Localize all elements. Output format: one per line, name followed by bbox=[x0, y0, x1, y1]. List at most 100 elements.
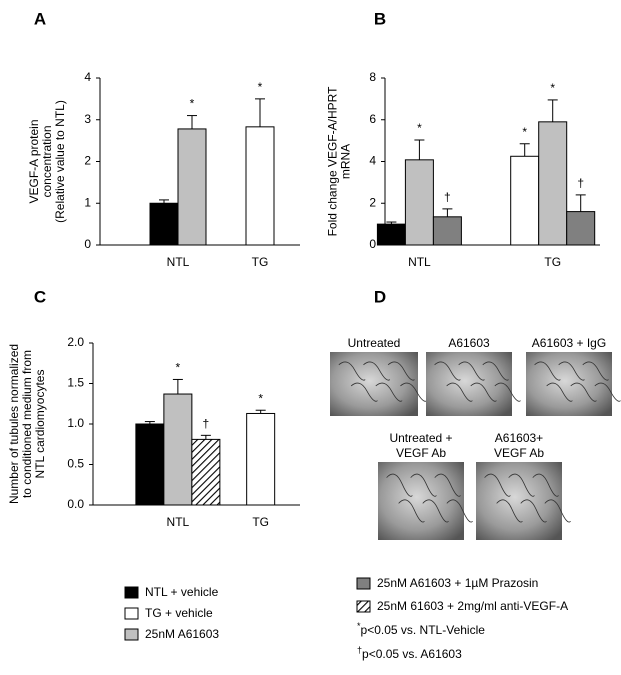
legend-label: 25nM A61603 bbox=[145, 627, 219, 641]
bar bbox=[246, 412, 276, 506]
image-caption: VEGF Ab bbox=[494, 446, 544, 460]
vessel-network bbox=[422, 499, 449, 523]
vessel-network bbox=[338, 361, 366, 381]
x-tick-label: TG bbox=[252, 515, 269, 529]
vessel-network bbox=[546, 382, 573, 402]
vessel-network bbox=[386, 473, 413, 497]
vessel-network bbox=[446, 382, 473, 402]
x-tick-label: NTL bbox=[167, 515, 190, 529]
vessel-network bbox=[544, 499, 571, 523]
vessel-network bbox=[387, 361, 415, 381]
vessel-network bbox=[520, 499, 547, 523]
significance-mark: * bbox=[522, 125, 527, 139]
vessel-network bbox=[458, 361, 485, 381]
y-axis-label: NTL cardiomyocytes bbox=[33, 370, 47, 479]
vessel-network bbox=[532, 473, 559, 497]
micrograph bbox=[526, 352, 612, 416]
legend-swatch bbox=[124, 607, 139, 620]
vessel-network bbox=[558, 361, 585, 381]
y-axis-label: (Relative value to NTL) bbox=[53, 100, 67, 223]
bar bbox=[191, 438, 221, 506]
vessel-network bbox=[534, 361, 561, 381]
vessel-network bbox=[508, 473, 535, 497]
error-bar bbox=[159, 199, 169, 204]
footnote: †p<0.05 vs. A61603 bbox=[357, 645, 462, 661]
significance-mark: * bbox=[190, 97, 195, 111]
y-tick-label: 3 bbox=[84, 112, 91, 126]
y-tick-label: 8 bbox=[369, 70, 376, 84]
bar bbox=[163, 393, 193, 506]
y-axis-label: mRNA bbox=[339, 144, 353, 179]
significance-mark: * bbox=[176, 361, 181, 375]
significance-mark: † bbox=[577, 176, 584, 190]
footnote-text: p<0.05 vs. NTL-Vehicle bbox=[361, 623, 486, 637]
legend-swatch bbox=[124, 586, 139, 599]
footnote-symbol: * bbox=[357, 621, 361, 631]
vessel-network bbox=[582, 361, 609, 381]
significance-mark: * bbox=[550, 81, 555, 95]
image-caption: VEGF Ab bbox=[396, 446, 446, 460]
y-tick-label: 1.5 bbox=[67, 376, 84, 390]
legend-label: NTL + vehicle bbox=[145, 585, 219, 599]
y-tick-label: 2.0 bbox=[67, 335, 84, 349]
panel-letter: C bbox=[34, 287, 46, 306]
image-caption: A61603 bbox=[448, 336, 490, 350]
error-bar bbox=[200, 434, 211, 440]
vessel-network bbox=[570, 382, 597, 402]
error-bar bbox=[575, 194, 586, 212]
y-axis-label: concentration bbox=[40, 125, 54, 197]
panel-letter: A bbox=[34, 9, 46, 28]
y-tick-label: 0.0 bbox=[67, 497, 84, 511]
bar bbox=[245, 126, 275, 246]
image-caption: Untreated + bbox=[389, 431, 452, 445]
vessel-network bbox=[594, 382, 621, 402]
bar bbox=[566, 211, 596, 246]
vessel-network bbox=[470, 382, 497, 402]
legend-label: 25nM 61603 + 2mg/ml anti-VEGF-A bbox=[377, 599, 568, 613]
error-bar bbox=[172, 378, 183, 395]
y-tick-label: 0 bbox=[84, 237, 91, 251]
bar bbox=[510, 155, 540, 246]
vessel-network bbox=[398, 499, 425, 523]
micrograph bbox=[426, 352, 512, 416]
vessel-network bbox=[400, 382, 428, 402]
error-bar bbox=[442, 208, 453, 217]
error-bar bbox=[255, 409, 266, 414]
panel-letter: D bbox=[374, 287, 386, 306]
error-bar bbox=[547, 99, 558, 122]
significance-mark: * bbox=[417, 121, 422, 135]
image-caption: A61603+ bbox=[495, 431, 543, 445]
bar bbox=[538, 121, 568, 246]
vessel-network bbox=[410, 473, 437, 497]
y-axis-label: to conditioned medium from bbox=[20, 350, 34, 498]
image-caption: Untreated bbox=[348, 336, 401, 350]
bar bbox=[135, 423, 165, 506]
legend-swatch bbox=[356, 577, 371, 590]
vessel-network bbox=[484, 473, 511, 497]
error-bar bbox=[187, 115, 197, 129]
x-tick-label: NTL bbox=[408, 255, 431, 269]
y-tick-label: 4 bbox=[84, 70, 91, 84]
micrograph bbox=[476, 462, 562, 540]
x-tick-label: TG bbox=[252, 255, 269, 269]
image-caption: A61603 + IgG bbox=[532, 336, 606, 350]
bar bbox=[177, 128, 207, 246]
error-bar bbox=[386, 221, 397, 225]
vessel-network bbox=[496, 499, 523, 523]
y-tick-label: 1 bbox=[84, 195, 91, 209]
error-bar bbox=[519, 143, 530, 157]
vessel-network bbox=[434, 361, 461, 381]
error-bar bbox=[144, 421, 155, 424]
bar bbox=[376, 223, 406, 246]
micrograph bbox=[330, 352, 418, 416]
footnote: *p<0.05 vs. NTL-Vehicle bbox=[357, 621, 485, 637]
footnote-symbol: † bbox=[357, 645, 362, 655]
legend-label: TG + vehicle bbox=[145, 606, 213, 620]
y-tick-label: 6 bbox=[369, 112, 376, 126]
bar bbox=[404, 159, 434, 246]
significance-mark: * bbox=[258, 391, 263, 405]
error-bar bbox=[255, 98, 265, 127]
bar bbox=[149, 202, 179, 246]
footnote-text: p<0.05 vs. A61603 bbox=[362, 647, 462, 661]
